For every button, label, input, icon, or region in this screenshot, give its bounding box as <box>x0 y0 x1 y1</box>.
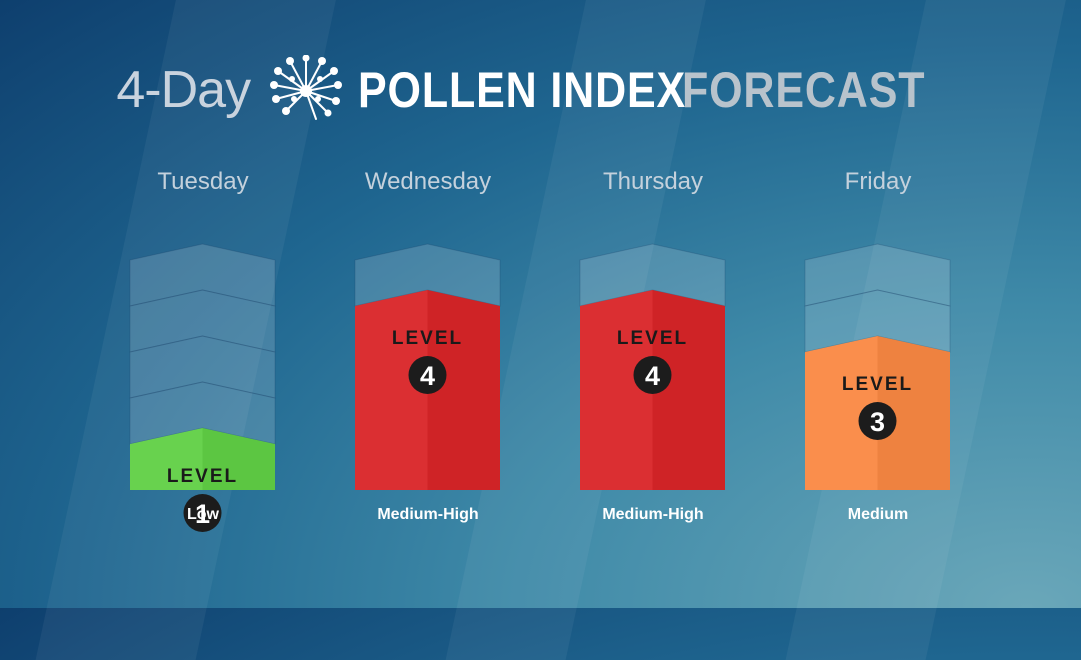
day-label-thursday: Thursday <box>602 168 704 195</box>
chart-title: 4-Day POLLEN INDEX FORECAST <box>0 55 1081 125</box>
pollen-bars: LEVEL 1 LEVEL 4 LEVEL 4 LEVEL 3 <box>129 243 951 532</box>
rating-label-thursday: Medium-High <box>602 506 704 523</box>
empty-level-segment-tuesday <box>129 335 276 399</box>
dandelion-icon <box>270 55 343 120</box>
level-word-thursday: LEVEL <box>617 328 688 349</box>
title-main: POLLEN INDEX <box>358 62 687 118</box>
rating-label-friday: Medium <box>847 506 909 523</box>
level-word-friday: LEVEL <box>842 374 913 395</box>
level-badge-thursday <box>633 356 672 394</box>
title-suffix: FORECAST <box>681 62 925 118</box>
day-label-friday: Friday <box>844 168 912 195</box>
level-badge-wednesday <box>408 356 447 394</box>
level-value-wednesday: 4 <box>420 361 435 391</box>
empty-level-segment-tuesday <box>129 289 276 353</box>
day-label-wednesday: Wednesday <box>364 168 492 195</box>
level-value-friday: 3 <box>870 407 885 437</box>
bar-thursday <box>580 290 653 490</box>
rating-label-tuesday: Low <box>187 506 219 523</box>
level-badge-friday <box>858 402 897 440</box>
rating-label-wednesday: Medium-High <box>377 506 479 523</box>
level-badge-tuesday <box>183 494 222 532</box>
day-label-tuesday: Tuesday <box>157 168 249 195</box>
bar-shade-thursday <box>652 290 725 490</box>
level-value-tuesday: 1 <box>195 499 210 529</box>
level-word-wednesday: LEVEL <box>392 328 463 349</box>
empty-level-segment-tuesday <box>129 243 276 307</box>
bar-wednesday <box>355 290 428 490</box>
bar-shade-tuesday <box>202 428 275 490</box>
empty-level-segment-friday <box>804 243 951 307</box>
title-prefix: 4-Day <box>116 61 251 119</box>
level-value-thursday: 4 <box>645 361 660 391</box>
bar-shade-wednesday <box>427 290 500 490</box>
bar-shade-friday <box>877 336 950 490</box>
level-word-tuesday: LEVEL <box>167 466 238 487</box>
bar-friday <box>805 336 878 490</box>
bar-tuesday <box>130 428 203 490</box>
